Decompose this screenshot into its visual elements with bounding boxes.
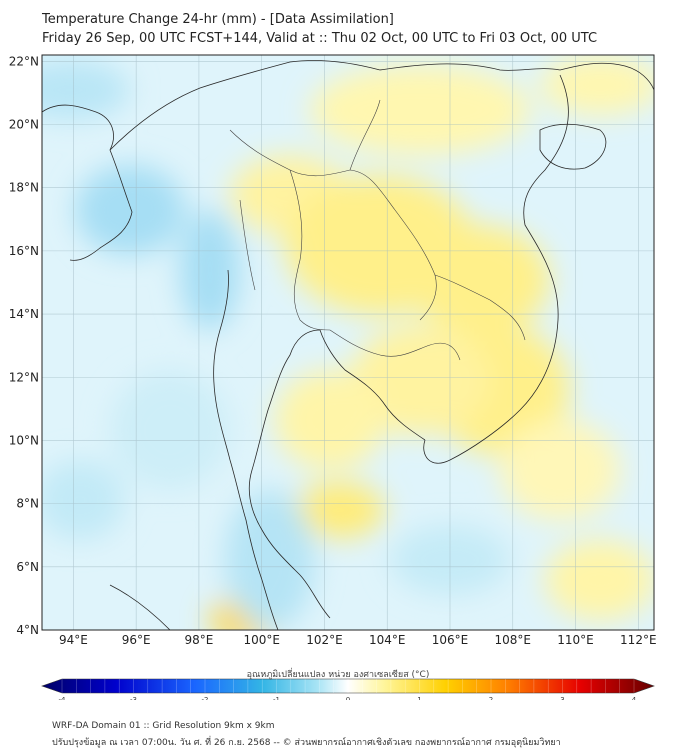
map-figure: 94°E 96°E 98°E 100°E 102°E 104°E 106°E 108°E 110… [9, 54, 657, 700]
latitude-label: 4°N [16, 623, 39, 637]
latitude-label: 14°N [9, 307, 39, 321]
colorbar: -4 -3 -2 -1 0 1 2 3 4 [41, 678, 655, 700]
longitude-label: 104°E [369, 633, 406, 647]
longitude-label: 112°E [620, 633, 657, 647]
colorbar-label: อุณหภูมิเปลี่ยนแปลง หน่วย องศาเซลเซียส (… [246, 670, 430, 680]
latitude-label: 6°N [16, 560, 39, 574]
colorbar-tick-label: -2 [202, 696, 209, 700]
latitude-label: 18°N [9, 181, 39, 195]
longitude-labels: 94°E 96°E 98°E 100°E 102°E 104°E 106°E 108°E 110… [59, 633, 657, 647]
temperature-field [42, 55, 654, 630]
country-borders [229, 99, 526, 361]
longitude-label: 110°E [557, 633, 594, 647]
longitude-label: 102°E [306, 633, 343, 647]
map-title: Temperature Change 24-hr (mm) - [Data As… [42, 12, 394, 27]
map-frame [41, 54, 655, 631]
colorbar-tick-label: 1 [417, 696, 421, 700]
longitude-label: 96°E [122, 633, 151, 647]
longitude-label: 98°E [184, 633, 213, 647]
longitude-label: 100°E [243, 633, 280, 647]
latitude-labels: 22°N 20°N 18°N 16°N 14°N 12°N 10°N 8°N 6°N 4°N [9, 54, 39, 637]
latitude-label: 20°N [9, 118, 39, 132]
latitude-label: 22°N [9, 54, 39, 68]
coastlines [42, 60, 654, 630]
colorbar-tick-label: 2 [489, 696, 493, 700]
longitude-label: 94°E [59, 633, 88, 647]
longitude-label: 108°E [495, 633, 532, 647]
latitude-label: 10°N [9, 433, 39, 447]
map-subtitle: Friday 26 Sep, 00 UTC FCST+144, Valid at… [42, 31, 598, 46]
latitude-label: 8°N [16, 497, 39, 511]
colorbar-tick-label: -1 [273, 696, 280, 700]
colorbar-tick-label: -4 [59, 696, 67, 700]
longitude-label: 106°E [432, 633, 469, 647]
colorbar-tick-label: 0 [346, 696, 350, 700]
latitude-label: 12°N [9, 370, 39, 384]
colorbar-tick-label: -3 [130, 696, 137, 700]
latitude-label: 16°N [9, 244, 39, 258]
footer-line-1: WRF-DA Domain 01 :: Grid Resolution 9km … [52, 721, 275, 731]
colorbar-tick-label: 3 [560, 696, 564, 700]
colorbar-tick-label: 4 [632, 696, 637, 700]
footer-line-2: ปรับปรุงข้อมูล ณ เวลา 07:00น. วัน ศ. ที่… [52, 738, 561, 748]
